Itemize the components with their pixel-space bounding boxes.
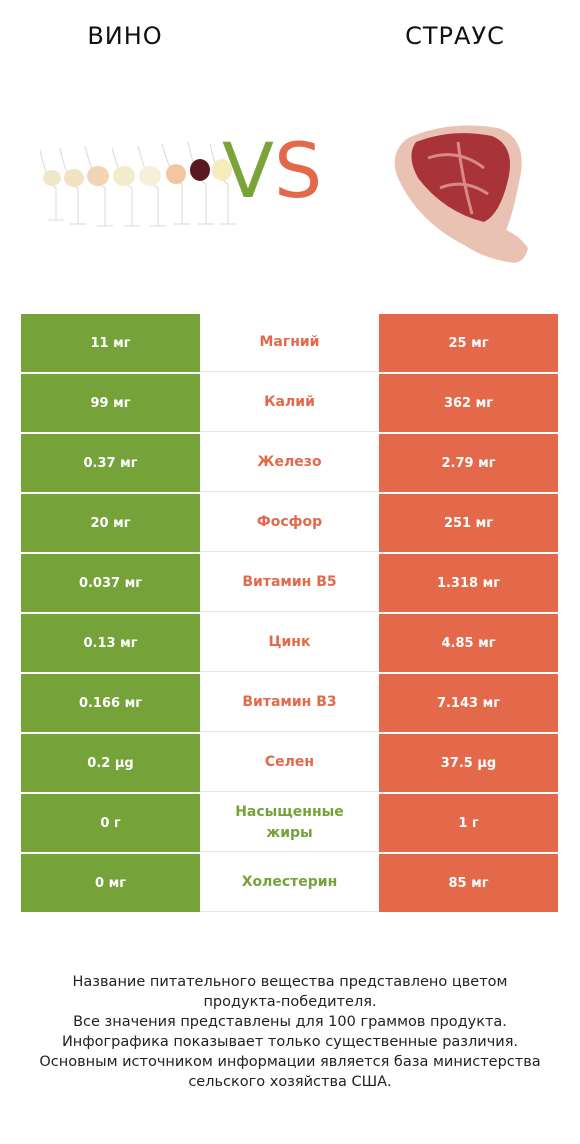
footer-line: продукта-победителя.	[203, 994, 377, 1010]
right-value: 1 г	[379, 794, 558, 852]
table-row: 0.13 мг Цинк 4.85 мг	[21, 614, 558, 672]
table-row: 0.166 мг Витамин B3 7.143 мг	[21, 674, 558, 732]
right-value: 362 мг	[379, 374, 558, 432]
nutrient-label: Селен	[200, 734, 379, 792]
left-value: 99 мг	[21, 374, 200, 432]
nutrient-label: Витамин B3	[200, 674, 379, 732]
table-row: 0.037 мг Витамин B5 1.318 мг	[21, 554, 558, 612]
table-row: 0.2 µg Селен 37.5 µg	[21, 734, 558, 792]
footer-line: сельского хозяйства США.	[188, 1074, 392, 1090]
footer-line: Основным источником информации является …	[39, 1054, 541, 1070]
table-row: 0.37 мг Железо 2.79 мг	[21, 434, 558, 492]
table-row: 20 мг Фосфор 251 мг	[21, 494, 558, 552]
left-value: 0.37 мг	[21, 434, 200, 492]
footer-line: Инфографика показывает только существенн…	[61, 1034, 519, 1050]
nutrient-label: Насыщенные жиры	[200, 794, 379, 852]
ostrich-meat-image	[394, 125, 528, 263]
right-value: 251 мг	[379, 494, 558, 552]
left-value: 0.2 µg	[21, 734, 200, 792]
table-row: 0 г Насыщенные жиры 1 г	[21, 794, 558, 852]
comparison-table: 11 мг Магний 25 мг 99 мг Калий 362 мг 0.37 мг Ж…	[21, 314, 558, 914]
right-value: 4.85 мг	[379, 614, 558, 672]
right-value: 25 мг	[379, 314, 558, 372]
nutrient-label: Фосфор	[200, 494, 379, 552]
left-value: 0 мг	[21, 854, 200, 912]
nutrient-label: Калий	[200, 374, 379, 432]
table-row: 99 мг Калий 362 мг	[21, 374, 558, 432]
right-value: 37.5 µg	[379, 734, 558, 792]
left-value: 0.166 мг	[21, 674, 200, 732]
nutrient-label: Холестерин	[200, 854, 379, 912]
table-row: 11 мг Магний 25 мг	[21, 314, 558, 372]
right-value: 7.143 мг	[379, 674, 558, 732]
left-value: 0.13 мг	[21, 614, 200, 672]
wine-glasses-image	[40, 141, 236, 227]
left-value: 11 мг	[21, 314, 200, 372]
left-product-title: ВИНО	[87, 22, 163, 50]
versus-s: S	[274, 126, 323, 215]
left-value: 0 г	[21, 794, 200, 852]
table-row: 0 мг Холестерин 85 мг	[21, 854, 558, 912]
right-value: 1.318 мг	[379, 554, 558, 612]
left-value: 0.037 мг	[21, 554, 200, 612]
footer-notes: Название питательного вещества представл…	[0, 972, 580, 1092]
nutrient-label: Витамин B5	[200, 554, 379, 612]
nutrient-label: Магний	[200, 314, 379, 372]
left-value: 20 мг	[21, 494, 200, 552]
footer-line: Все значения представлены для 100 граммо…	[73, 1014, 507, 1030]
right-value: 2.79 мг	[379, 434, 558, 492]
nutrient-label: Цинк	[200, 614, 379, 672]
versus-v: V	[222, 126, 274, 215]
right-value: 85 мг	[379, 854, 558, 912]
footer-line: Название питательного вещества представл…	[72, 974, 508, 990]
right-product-title: СТРАУС	[405, 22, 505, 50]
nutrient-label: Железо	[200, 434, 379, 492]
versus-label: VS	[222, 133, 322, 209]
